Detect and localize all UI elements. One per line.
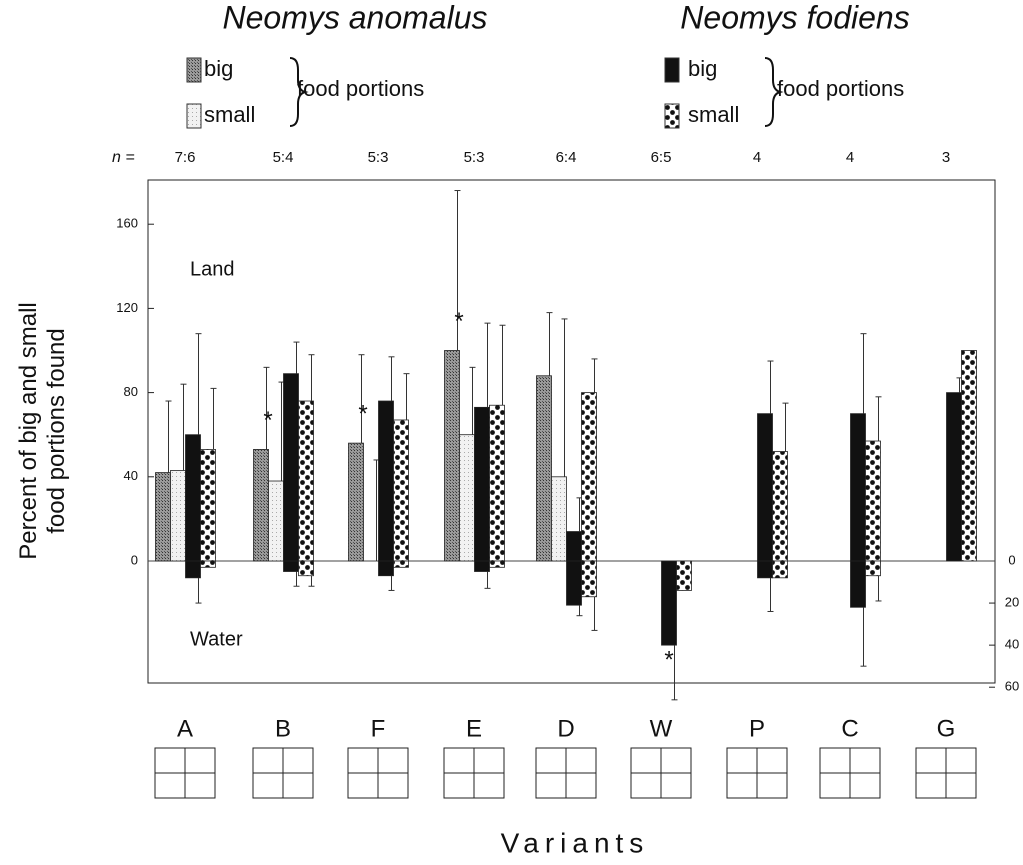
title: Neomys fodiens	[680, 0, 909, 35]
bar	[581, 560, 597, 598]
x-tick-label: B	[275, 715, 291, 742]
legend-group-label: food portions	[297, 76, 424, 101]
bar	[757, 560, 773, 579]
n-value: 6:5	[651, 149, 672, 166]
n-label: n =	[112, 149, 135, 166]
bar	[474, 406, 490, 562]
n-value: 4	[753, 149, 761, 166]
water-label: Water	[190, 628, 243, 650]
bar	[772, 560, 788, 579]
bar	[378, 400, 394, 562]
bar	[676, 560, 692, 591]
bar	[772, 451, 788, 562]
bar	[757, 413, 773, 562]
y-tick-label: 80	[124, 384, 138, 399]
bar	[581, 392, 597, 562]
n-value: 5:3	[368, 149, 389, 166]
bar	[551, 476, 567, 562]
bar	[489, 560, 505, 568]
y2-tick-label: 20	[1005, 595, 1019, 610]
n-value: 7:6	[175, 149, 196, 166]
legend-swatch	[186, 57, 202, 83]
bar	[474, 560, 490, 572]
bar	[661, 560, 677, 646]
n-value: 5:3	[464, 149, 485, 166]
legend-label: small	[204, 102, 255, 127]
legend-swatch	[186, 103, 202, 129]
y-tick-label: 160	[116, 216, 138, 231]
x-axis-label: Variants	[501, 827, 650, 858]
bar	[961, 350, 977, 562]
bar	[170, 470, 186, 562]
n-value: 3	[942, 149, 950, 166]
y-axis-label: Percent of big and smallfood portions fo…	[15, 302, 70, 559]
legend-label: small	[688, 102, 739, 127]
plot-frame	[147, 179, 996, 684]
legend-brace	[289, 57, 309, 127]
bar	[348, 442, 364, 562]
bar	[200, 449, 216, 562]
bar	[378, 560, 394, 577]
y-axis-label-line: food portions found	[43, 328, 70, 534]
bar	[200, 560, 216, 568]
n-value: 5:4	[273, 149, 294, 166]
bar	[946, 392, 962, 562]
x-tick-label: C	[841, 715, 858, 742]
y2-tick-label: 0	[1008, 552, 1015, 567]
bar	[850, 413, 866, 562]
bar	[185, 560, 201, 579]
x-tick-label: W	[650, 715, 673, 742]
legend-label: big	[688, 56, 717, 81]
bar	[536, 375, 552, 562]
legend-label: big	[204, 56, 233, 81]
y-axis-label-line: Percent of big and small	[15, 302, 42, 559]
bar	[444, 350, 460, 562]
x-tick-label: G	[937, 715, 956, 742]
bar	[185, 434, 201, 562]
bar	[283, 373, 299, 562]
bar	[850, 560, 866, 608]
legend-swatch	[664, 103, 680, 129]
n-value: 6:4	[556, 149, 577, 166]
bar	[298, 400, 314, 562]
title: Neomys anomalus	[223, 0, 488, 35]
legend-group-label: food portions	[777, 76, 904, 101]
y2-tick-label: 60	[1005, 679, 1019, 694]
bar	[283, 560, 299, 572]
bar	[566, 560, 582, 606]
bar	[298, 560, 314, 577]
bar	[393, 419, 409, 562]
y-tick-label: 0	[131, 552, 138, 567]
significance: *	[454, 308, 463, 335]
bar	[155, 472, 171, 562]
y-tick-label: 40	[124, 468, 138, 483]
bar	[865, 440, 881, 562]
x-tick-label: E	[466, 715, 482, 742]
bar	[865, 560, 881, 577]
bar	[566, 531, 582, 562]
x-tick-label: P	[749, 715, 765, 742]
significance: *	[263, 407, 272, 434]
bar	[268, 480, 284, 562]
x-tick-label: A	[177, 715, 193, 742]
significance: *	[358, 400, 367, 427]
y-tick-label: 120	[116, 300, 138, 315]
legend-brace	[764, 57, 784, 127]
x-tick-label: D	[557, 715, 574, 742]
significance: *	[664, 646, 673, 673]
n-value: 4	[846, 149, 854, 166]
y2-tick-label: 40	[1005, 637, 1019, 652]
x-tick-label: F	[371, 715, 386, 742]
land-label: Land	[190, 258, 235, 280]
bar	[253, 449, 269, 562]
bar	[393, 560, 409, 568]
bar	[489, 404, 505, 562]
legend-swatch	[664, 57, 680, 83]
bar	[459, 434, 475, 562]
